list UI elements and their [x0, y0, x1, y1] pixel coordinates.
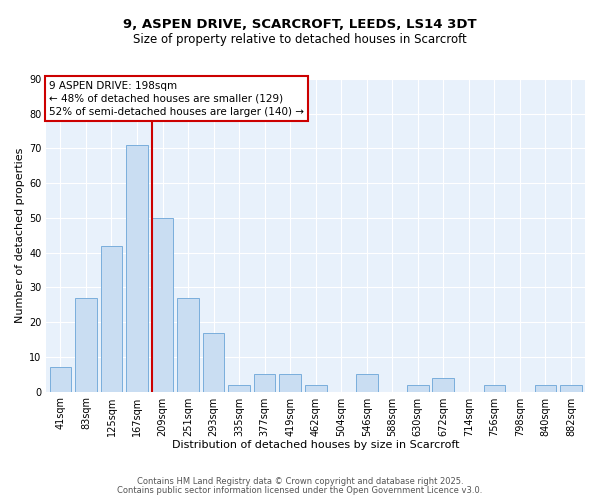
Bar	[535, 384, 556, 392]
Bar	[254, 374, 275, 392]
Bar	[228, 384, 250, 392]
Bar	[407, 384, 428, 392]
Bar	[177, 298, 199, 392]
Bar	[50, 368, 71, 392]
Bar	[356, 374, 377, 392]
Y-axis label: Number of detached properties: Number of detached properties	[15, 148, 25, 323]
Text: Size of property relative to detached houses in Scarcroft: Size of property relative to detached ho…	[133, 32, 467, 46]
Bar	[433, 378, 454, 392]
Bar	[560, 384, 582, 392]
Bar	[484, 384, 505, 392]
Text: 9, ASPEN DRIVE, SCARCROFT, LEEDS, LS14 3DT: 9, ASPEN DRIVE, SCARCROFT, LEEDS, LS14 3…	[123, 18, 477, 30]
Bar	[101, 246, 122, 392]
Bar	[305, 384, 326, 392]
Bar	[126, 145, 148, 392]
Bar	[75, 298, 97, 392]
Bar	[280, 374, 301, 392]
Bar	[203, 332, 224, 392]
Bar	[152, 218, 173, 392]
Text: Contains public sector information licensed under the Open Government Licence v3: Contains public sector information licen…	[118, 486, 482, 495]
Text: 9 ASPEN DRIVE: 198sqm
← 48% of detached houses are smaller (129)
52% of semi-det: 9 ASPEN DRIVE: 198sqm ← 48% of detached …	[49, 80, 304, 117]
Text: Contains HM Land Registry data © Crown copyright and database right 2025.: Contains HM Land Registry data © Crown c…	[137, 477, 463, 486]
X-axis label: Distribution of detached houses by size in Scarcroft: Distribution of detached houses by size …	[172, 440, 460, 450]
